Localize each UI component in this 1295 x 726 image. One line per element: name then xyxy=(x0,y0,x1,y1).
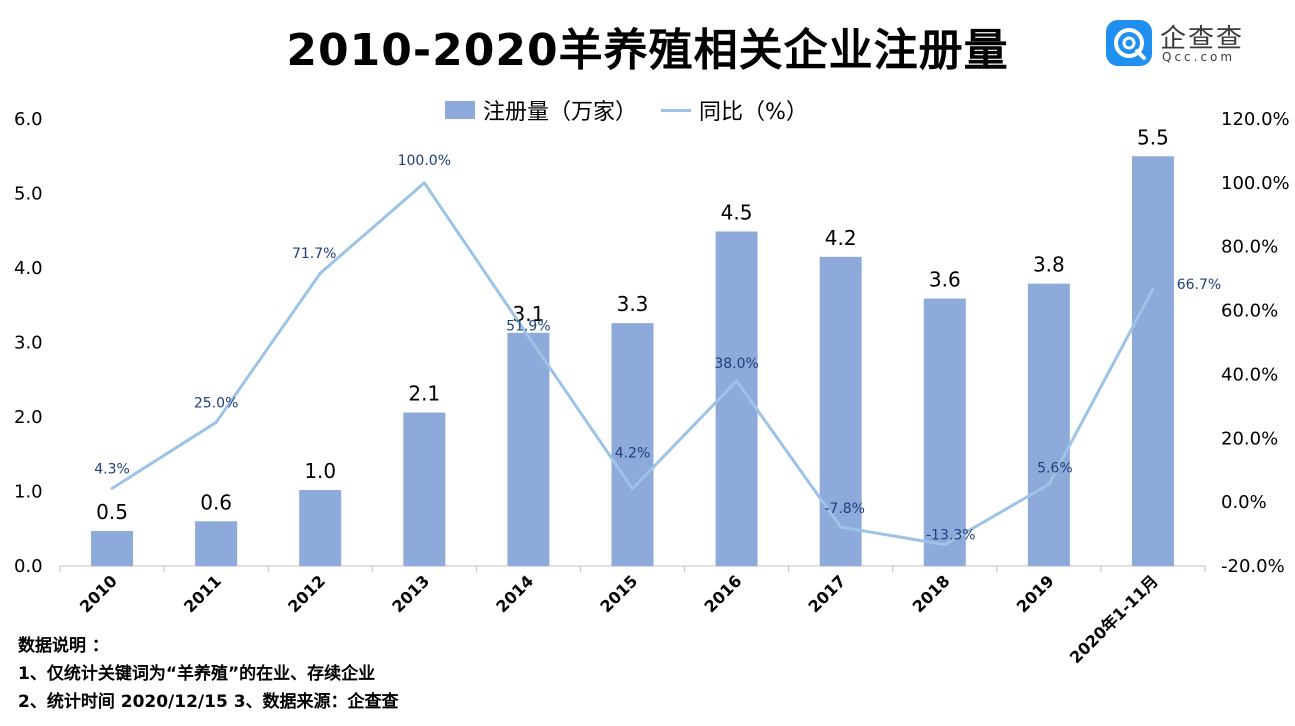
x-category-label: 2014 xyxy=(492,571,537,616)
bar xyxy=(715,231,758,566)
y-left-tick-label: 4.0 xyxy=(14,258,43,279)
bar xyxy=(91,530,134,566)
chart-legend: 注册量（万家） 同比（%） xyxy=(445,95,808,125)
y-right-tick-label: 20.0% xyxy=(1221,428,1278,449)
yoy-value-label: 4.2% xyxy=(615,446,651,462)
qcc-logo: 企查查 Qcc.com xyxy=(1106,18,1266,68)
notes-line-2: 2、统计时间 2020/12/15 3、数据来源：企查查 xyxy=(18,692,399,712)
x-category-label: 2019 xyxy=(1013,571,1058,616)
yoy-point xyxy=(526,334,530,338)
data-notes: 数据说明 ： 1、仅统计关键词为“羊养殖”的在业、存续企业 2、统计时间 202… xyxy=(18,632,399,716)
yoy-point xyxy=(1151,287,1155,291)
yoy-value-label: 38.0% xyxy=(714,356,758,372)
y-right-tick-label: -20.0% xyxy=(1221,556,1285,577)
x-category-label: 2018 xyxy=(909,571,954,616)
bar xyxy=(195,521,238,566)
bar xyxy=(299,490,342,566)
yoy-point xyxy=(318,271,322,275)
yoy-point xyxy=(943,543,947,547)
bar-value-label: 0.6 xyxy=(200,490,232,514)
bar-value-label: 3.3 xyxy=(617,292,649,316)
bar xyxy=(403,412,446,566)
yoy-point xyxy=(214,420,218,424)
bar-value-label: 4.5 xyxy=(721,200,753,224)
qcc-logo-sub: Qcc.com xyxy=(1162,50,1236,64)
bar-value-label: 0.5 xyxy=(96,500,128,524)
bar xyxy=(1131,156,1174,566)
legend-bar-swatch xyxy=(445,101,475,119)
y-left-tick-label: 0.0 xyxy=(14,556,43,577)
yoy-point xyxy=(735,379,739,383)
yoy-value-label: 100.0% xyxy=(398,153,451,169)
x-category-label: 2010 xyxy=(76,571,121,616)
y-left-tick-label: 5.0 xyxy=(14,184,43,205)
x-category-label: 2012 xyxy=(284,571,329,616)
y-right-tick-label: 0.0% xyxy=(1221,492,1267,513)
y-left-tick-label: 2.0 xyxy=(14,407,43,428)
x-category-label: 2016 xyxy=(700,571,745,616)
legend-line-label: 同比（%） xyxy=(699,100,808,125)
y-right-tick-label: 100.0% xyxy=(1221,173,1290,194)
x-category-label: 2011 xyxy=(180,571,225,616)
yoy-value-label: 5.6% xyxy=(1037,460,1073,476)
bar xyxy=(819,256,862,566)
yoy-point xyxy=(1047,482,1051,486)
x-category-label: 2017 xyxy=(805,571,850,616)
notes-line-1: 1、仅统计关键词为“羊养殖”的在业、存续企业 xyxy=(18,664,376,684)
bar-value-label: 1.0 xyxy=(304,459,336,483)
bar xyxy=(507,332,550,566)
bar-value-label: 4.2 xyxy=(825,226,857,250)
bar xyxy=(611,323,654,566)
bar xyxy=(923,298,966,566)
yoy-value-label: -7.8% xyxy=(824,501,865,517)
y-left-tick-label: 1.0 xyxy=(14,482,43,503)
yoy-value-label: 71.7% xyxy=(292,246,336,262)
yoy-value-label: -13.3% xyxy=(926,528,976,544)
y-right-tick-label: 80.0% xyxy=(1221,237,1278,258)
y-left-tick-label: 6.0 xyxy=(14,109,43,130)
yoy-point xyxy=(110,486,114,490)
y-left-tick-label: 3.0 xyxy=(14,333,43,354)
y-right-tick-label: 120.0% xyxy=(1221,109,1290,130)
qcc-logo-icon xyxy=(1106,20,1152,66)
legend-line-swatch xyxy=(661,108,692,112)
bar-value-label: 2.1 xyxy=(408,382,440,406)
bar-value-label: 5.5 xyxy=(1137,125,1169,149)
chart-title: 2010-2020羊养殖相关企业注册量 xyxy=(286,25,1009,76)
x-category-label: 2015 xyxy=(596,571,641,616)
yoy-value-label: 51.9% xyxy=(506,318,550,334)
yoy-point xyxy=(422,181,426,185)
y-right-tick-label: 40.0% xyxy=(1221,364,1278,385)
legend-bar-label: 注册量（万家） xyxy=(483,100,638,125)
yoy-point xyxy=(631,487,634,491)
x-category-label: 2020年1-11月 xyxy=(1066,571,1162,667)
bar-value-label: 3.6 xyxy=(929,268,961,292)
yoy-value-label: 4.3% xyxy=(94,461,130,477)
notes-heading: 数据说明 ： xyxy=(18,636,109,656)
x-category-label: 2013 xyxy=(388,571,433,616)
yoy-value-label: 66.7% xyxy=(1177,277,1221,293)
qcc-logo-name: 企查查 xyxy=(1160,24,1245,54)
y-right-tick-label: 60.0% xyxy=(1221,301,1278,322)
yoy-point xyxy=(839,525,843,529)
bar xyxy=(1027,283,1070,566)
yoy-value-label: 25.0% xyxy=(194,395,238,411)
bar-value-label: 3.8 xyxy=(1033,253,1065,277)
